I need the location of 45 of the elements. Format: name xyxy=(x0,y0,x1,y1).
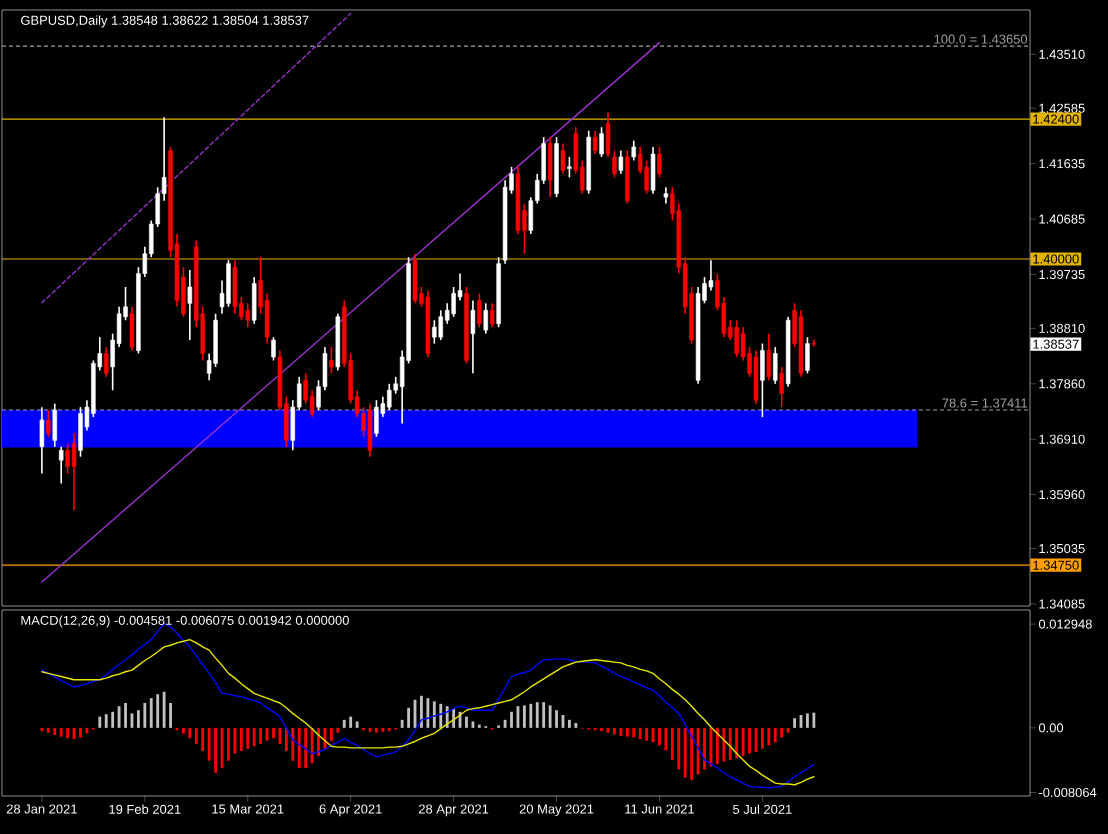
candlestick xyxy=(734,319,739,358)
candlestick xyxy=(657,146,662,179)
candlestick xyxy=(58,445,64,485)
candlestick xyxy=(483,302,489,335)
candlestick xyxy=(477,292,482,329)
candlestick xyxy=(271,336,276,362)
candlestick xyxy=(753,349,759,405)
candlestick xyxy=(387,383,392,411)
candlestick xyxy=(329,346,334,375)
candlestick xyxy=(663,186,669,205)
candlestick xyxy=(766,332,772,382)
candlestick xyxy=(374,399,379,438)
candlestick xyxy=(650,146,656,195)
candlestick xyxy=(760,342,765,418)
candlestick xyxy=(811,338,817,348)
candlestick xyxy=(438,309,443,341)
candlestick xyxy=(470,299,476,375)
candlestick xyxy=(618,149,624,175)
candlestick xyxy=(245,302,250,329)
candlestick xyxy=(71,432,77,512)
candlestick xyxy=(625,149,630,205)
candlestick xyxy=(773,346,778,385)
candlestick xyxy=(805,336,810,375)
candlestick xyxy=(232,259,238,315)
candlestick xyxy=(46,409,51,438)
candlestick xyxy=(251,276,257,325)
candlestick xyxy=(226,259,231,308)
candlestick xyxy=(599,126,604,158)
candlestick xyxy=(65,442,70,475)
candlestick xyxy=(104,346,109,378)
candlestick xyxy=(489,302,495,329)
candlestick xyxy=(78,406,83,458)
candlestick xyxy=(567,156,572,179)
candlestick xyxy=(547,136,553,198)
candlestick xyxy=(592,129,598,155)
candlestick xyxy=(412,252,418,305)
candlestick xyxy=(52,402,57,448)
candlestick xyxy=(39,406,45,475)
candlestick xyxy=(560,142,566,175)
candlestick xyxy=(187,269,193,341)
candlestick xyxy=(631,139,636,162)
candlestick xyxy=(779,366,784,408)
candlestick xyxy=(129,306,135,352)
candlestick xyxy=(432,319,437,345)
candlestick xyxy=(367,402,373,458)
